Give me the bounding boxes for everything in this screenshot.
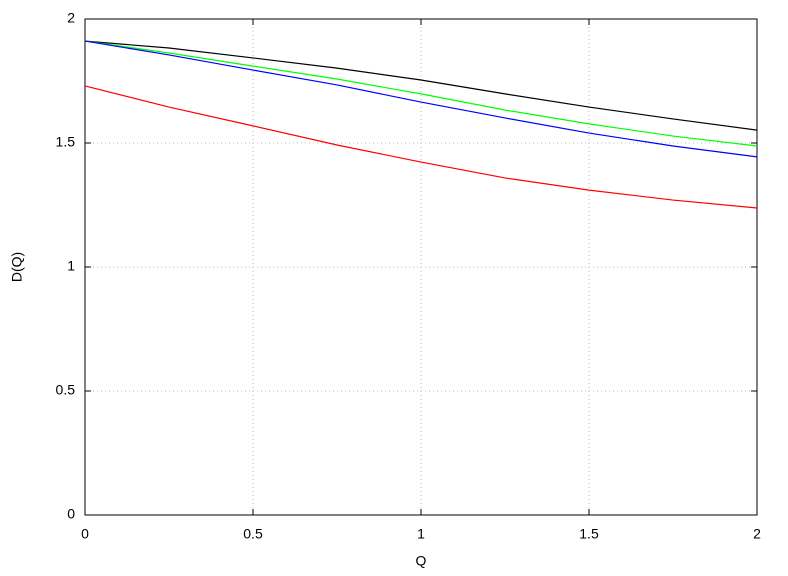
y-tick-label: 1.5 (56, 134, 76, 150)
plot-frame (84, 18, 758, 516)
data-line (84, 40, 758, 147)
data-line (84, 85, 758, 209)
data-line (84, 40, 758, 158)
y-axis-label: D(Q) (9, 252, 25, 282)
y-tick-label: 0.5 (56, 382, 76, 398)
x-axis-label: Q (416, 553, 427, 569)
y-tick-label: 2 (67, 10, 75, 26)
y-tick-label: 0 (67, 506, 75, 522)
data-line (84, 40, 758, 131)
y-tick-label: 1 (67, 258, 75, 274)
x-tick-label: 0 (81, 526, 89, 542)
x-tick-label: 1.5 (579, 526, 599, 542)
x-tick-label: 1 (417, 526, 425, 542)
x-tick-label: 0.5 (243, 526, 263, 542)
x-tick-label: 2 (753, 526, 761, 542)
